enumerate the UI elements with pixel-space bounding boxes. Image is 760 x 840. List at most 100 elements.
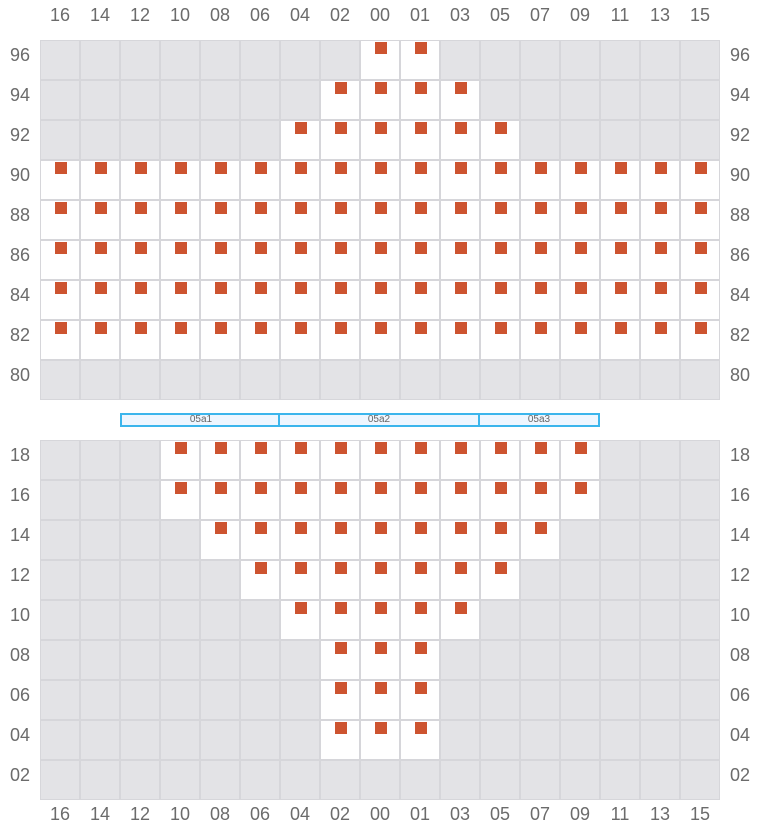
seat-cell[interactable] <box>401 681 439 719</box>
seat-cell[interactable] <box>321 321 359 359</box>
seat-cell[interactable] <box>241 321 279 359</box>
seat-cell[interactable] <box>41 201 79 239</box>
seat-cell[interactable] <box>601 201 639 239</box>
seat-cell[interactable] <box>401 721 439 759</box>
seat-cell[interactable] <box>481 201 519 239</box>
seat-cell[interactable] <box>601 321 639 359</box>
seat-cell[interactable] <box>641 201 679 239</box>
seat-cell[interactable] <box>321 641 359 679</box>
seat-cell[interactable] <box>401 121 439 159</box>
seat-cell[interactable] <box>361 481 399 519</box>
seat-cell[interactable] <box>401 41 439 79</box>
seat-cell[interactable] <box>361 281 399 319</box>
seat-cell[interactable] <box>321 521 359 559</box>
seat-cell[interactable] <box>481 121 519 159</box>
seat-cell[interactable] <box>401 641 439 679</box>
seat-cell[interactable] <box>201 201 239 239</box>
seat-cell[interactable] <box>441 281 479 319</box>
seat-cell[interactable] <box>361 561 399 599</box>
seat-cell[interactable] <box>641 161 679 199</box>
seat-cell[interactable] <box>681 281 719 319</box>
seat-cell[interactable] <box>81 161 119 199</box>
seat-cell[interactable] <box>161 481 199 519</box>
seat-cell[interactable] <box>41 161 79 199</box>
seat-cell[interactable] <box>321 81 359 119</box>
seat-cell[interactable] <box>281 481 319 519</box>
seat-cell[interactable] <box>521 521 559 559</box>
seat-cell[interactable] <box>361 681 399 719</box>
seat-cell[interactable] <box>481 241 519 279</box>
seat-cell[interactable] <box>321 441 359 479</box>
section-05a1[interactable]: 05a1 <box>120 413 282 427</box>
seat-cell[interactable] <box>441 441 479 479</box>
seat-cell[interactable] <box>521 201 559 239</box>
seat-cell[interactable] <box>441 241 479 279</box>
seat-cell[interactable] <box>361 441 399 479</box>
seat-cell[interactable] <box>561 481 599 519</box>
seat-cell[interactable] <box>481 561 519 599</box>
seat-cell[interactable] <box>321 161 359 199</box>
seat-cell[interactable] <box>641 281 679 319</box>
seat-cell[interactable] <box>441 601 479 639</box>
seat-cell[interactable] <box>321 681 359 719</box>
seat-cell[interactable] <box>321 201 359 239</box>
seat-cell[interactable] <box>281 441 319 479</box>
seat-cell[interactable] <box>441 481 479 519</box>
seat-cell[interactable] <box>561 201 599 239</box>
seat-cell[interactable] <box>601 281 639 319</box>
seat-cell[interactable] <box>321 241 359 279</box>
seat-cell[interactable] <box>121 281 159 319</box>
seat-cell[interactable] <box>561 161 599 199</box>
seat-cell[interactable] <box>281 601 319 639</box>
seat-cell[interactable] <box>161 161 199 199</box>
seat-cell[interactable] <box>161 241 199 279</box>
seat-cell[interactable] <box>281 281 319 319</box>
seat-cell[interactable] <box>201 321 239 359</box>
seat-cell[interactable] <box>481 481 519 519</box>
seat-cell[interactable] <box>121 201 159 239</box>
seat-cell[interactable] <box>321 121 359 159</box>
seat-cell[interactable] <box>361 321 399 359</box>
seat-cell[interactable] <box>401 201 439 239</box>
seat-cell[interactable] <box>81 201 119 239</box>
seat-cell[interactable] <box>361 521 399 559</box>
seat-cell[interactable] <box>201 241 239 279</box>
seat-cell[interactable] <box>561 281 599 319</box>
seat-cell[interactable] <box>281 321 319 359</box>
seat-cell[interactable] <box>241 281 279 319</box>
seat-cell[interactable] <box>681 241 719 279</box>
seat-cell[interactable] <box>321 561 359 599</box>
seat-cell[interactable] <box>41 321 79 359</box>
seat-cell[interactable] <box>241 561 279 599</box>
seat-cell[interactable] <box>401 81 439 119</box>
seat-cell[interactable] <box>401 481 439 519</box>
seat-cell[interactable] <box>521 481 559 519</box>
seat-cell[interactable] <box>361 601 399 639</box>
seat-cell[interactable] <box>521 321 559 359</box>
seat-cell[interactable] <box>401 601 439 639</box>
seat-cell[interactable] <box>281 201 319 239</box>
seat-cell[interactable] <box>401 441 439 479</box>
seat-cell[interactable] <box>481 161 519 199</box>
seat-cell[interactable] <box>401 521 439 559</box>
seat-cell[interactable] <box>161 441 199 479</box>
seat-cell[interactable] <box>441 561 479 599</box>
seat-cell[interactable] <box>281 161 319 199</box>
seat-cell[interactable] <box>241 521 279 559</box>
seat-cell[interactable] <box>401 561 439 599</box>
seat-cell[interactable] <box>481 441 519 479</box>
seat-cell[interactable] <box>481 521 519 559</box>
seat-cell[interactable] <box>361 201 399 239</box>
seat-cell[interactable] <box>161 281 199 319</box>
seat-cell[interactable] <box>361 81 399 119</box>
seat-cell[interactable] <box>321 481 359 519</box>
seat-cell[interactable] <box>441 321 479 359</box>
seat-cell[interactable] <box>361 241 399 279</box>
seat-cell[interactable] <box>121 241 159 279</box>
seat-cell[interactable] <box>521 241 559 279</box>
seat-cell[interactable] <box>361 721 399 759</box>
section-05a2[interactable]: 05a2 <box>278 413 480 427</box>
seat-cell[interactable] <box>401 281 439 319</box>
seat-cell[interactable] <box>241 481 279 519</box>
seat-cell[interactable] <box>321 281 359 319</box>
